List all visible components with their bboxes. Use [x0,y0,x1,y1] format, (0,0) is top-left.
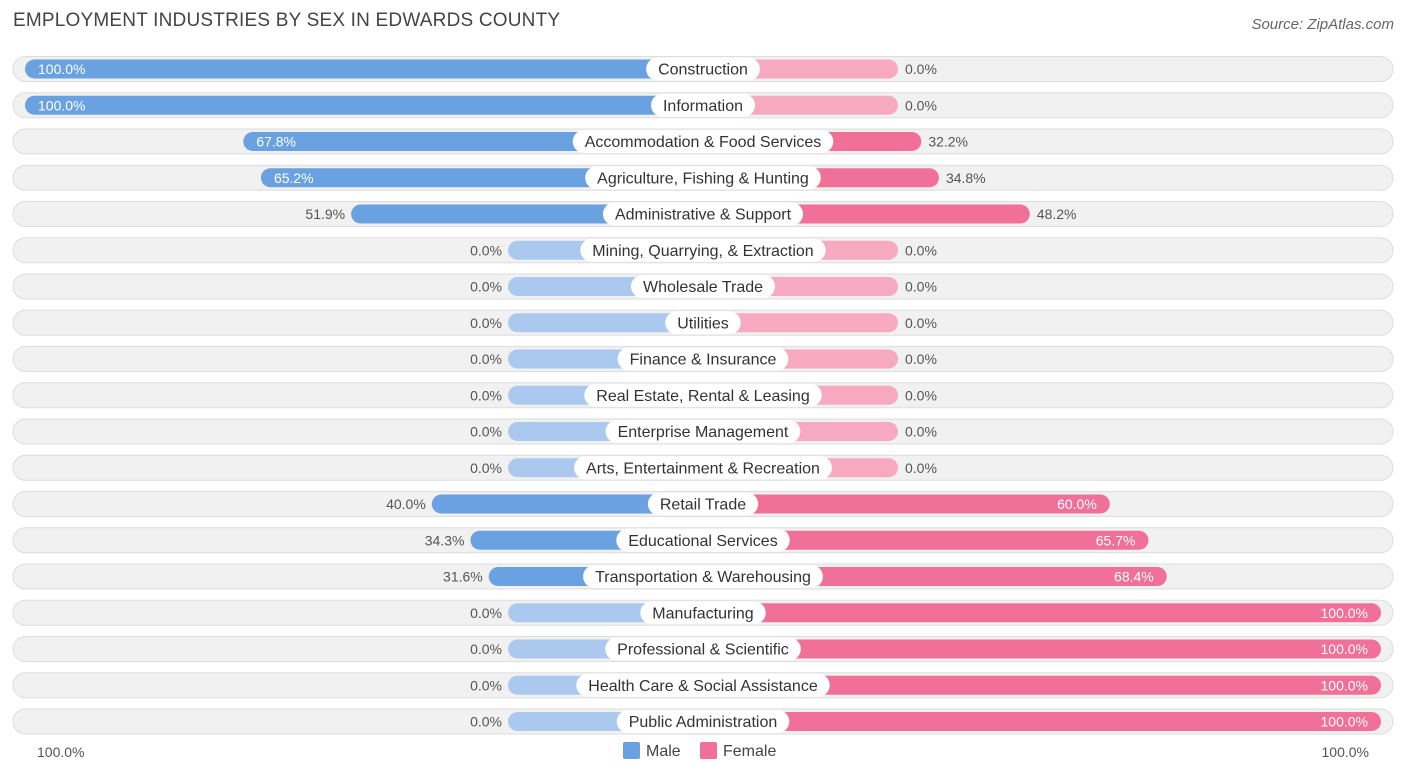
category-label-professional-scientific: Professional & Scientific [617,642,789,659]
value-male-professional-scientific: 0.0% [470,641,502,657]
diverging-bar-chart: 100.0% 0.0% Construction 100.0% 0.0% Informat… [12,56,1394,735]
category-label-arts-entertainment-recreation: Arts, Entertainment & Recreation [586,460,820,477]
category-label-administrative-support: Administrative & Support [615,207,792,224]
value-female-educational-services: 65.7% [1096,532,1136,548]
bar-female-professional-scientific[interactable] [703,639,1381,659]
value-male-wholesale-trade: 0.0% [470,279,502,295]
value-male-health-care-social-assistance: 0.0% [470,677,502,693]
legend-female-label: Female [723,743,777,760]
value-female-utilities: 0.0% [905,315,937,331]
category-label-wholesale-trade: Wholesale Trade [643,279,763,296]
value-female-enterprise-management: 0.0% [905,424,937,440]
value-female-transportation-warehousing: 68.4% [1114,569,1154,585]
value-female-administrative-support: 48.2% [1037,206,1077,222]
value-female-accommodation-food-services: 32.2% [928,134,968,150]
legend-male-label: Male [646,743,681,760]
category-pill-construction [646,57,760,81]
category-label-finance-insurance: Finance & Insurance [630,352,777,369]
value-male-construction: 100.0% [38,61,85,77]
legend-male[interactable]: Male [623,742,681,761]
chart-title: EMPLOYMENT INDUSTRIES BY SEX IN EDWARDS … [13,10,561,31]
category-label-health-care-social-assistance: Health Care & Social Assistance [588,678,818,695]
bar-female-public-administration[interactable] [703,712,1381,731]
category-label-agriculture-fishing-hunting: Agriculture, Fishing & Hunting [597,170,809,187]
category-pill-information [650,93,756,117]
value-female-public-administration: 100.0% [1321,714,1368,730]
category-pill-retail-trade [647,492,759,516]
category-pill-health-care-social-assistance [576,673,830,697]
category-label-accommodation-food-services: Accommodation & Food Services [585,134,822,151]
bar-male-construction[interactable] [25,59,703,79]
category-pill-arts-entertainment-recreation [574,456,832,480]
category-pill-finance-insurance [617,347,789,371]
category-label-transportation-warehousing: Transportation & Warehousing [595,569,811,586]
value-male-finance-insurance: 0.0% [470,351,502,367]
value-male-mining-quarrying-extraction: 0.0% [470,242,502,258]
bar-male-retail-trade[interactable] [431,494,703,514]
category-pill-wholesale-trade [630,275,776,298]
bar-female-retail-trade[interactable] [703,494,1110,514]
legend-female[interactable]: Female [700,742,776,761]
value-male-enterprise-management: 0.0% [470,424,502,440]
value-male-administrative-support: 51.9% [305,206,345,222]
category-pill-real-estate-rental-leasing [584,383,822,407]
value-female-professional-scientific: 100.0% [1321,641,1368,657]
category-pill-mining-quarrying-extraction [580,238,826,262]
category-pill-transportation-warehousing [583,565,823,588]
value-male-arts-entertainment-recreation: 0.0% [470,460,502,476]
bar-female-utilities[interactable] [703,313,898,333]
category-label-real-estate-rental-leasing: Real Estate, Rental & Leasing [596,388,809,405]
axis-right-label: 100.0% [1321,744,1369,760]
value-male-retail-trade: 40.0% [386,496,426,512]
value-male-accommodation-food-services: 67.8% [256,134,296,150]
bar-female-health-care-social-assistance[interactable] [703,675,1381,695]
category-label-utilities: Utilities [677,315,729,332]
value-male-utilities: 0.0% [470,315,502,331]
category-pill-public-administration [616,710,790,733]
category-pill-manufacturing [640,601,766,625]
legend-male-swatch [623,742,640,759]
value-female-construction: 0.0% [905,61,937,77]
bar-male-information[interactable] [25,95,703,115]
value-male-transportation-warehousing: 31.6% [443,569,483,585]
category-pill-educational-services [616,528,790,552]
axis-left-label: 100.0% [37,744,85,760]
category-label-construction: Construction [658,62,748,79]
category-label-retail-trade: Retail Trade [660,497,746,514]
value-female-health-care-social-assistance: 100.0% [1321,677,1368,693]
source-credit: Source: ZipAtlas.com [1251,16,1394,33]
category-pill-administrative-support [602,202,804,226]
category-pill-agriculture-fishing-hunting [585,166,821,190]
value-female-agriculture-fishing-hunting: 34.8% [946,170,986,186]
category-pill-utilities [665,311,741,335]
value-male-manufacturing: 0.0% [470,605,502,621]
bar-male-utilities[interactable] [508,313,703,333]
category-pill-professional-scientific [605,637,801,661]
category-label-educational-services: Educational Services [628,533,777,550]
value-female-arts-entertainment-recreation: 0.0% [905,460,937,476]
value-female-manufacturing: 100.0% [1321,605,1368,621]
value-female-wholesale-trade: 0.0% [905,279,937,295]
category-label-manufacturing: Manufacturing [652,605,753,622]
bar-female-educational-services[interactable] [703,530,1149,550]
value-female-finance-insurance: 0.0% [905,351,937,367]
value-male-real-estate-rental-leasing: 0.0% [470,387,502,403]
value-male-information: 100.0% [38,97,85,113]
value-female-information: 0.0% [905,97,937,113]
category-label-information: Information [663,98,743,115]
legend-female-swatch [700,742,717,759]
value-male-public-administration: 0.0% [470,714,502,730]
value-female-real-estate-rental-leasing: 0.0% [905,387,937,403]
category-label-public-administration: Public Administration [629,714,778,731]
category-label-mining-quarrying-extraction: Mining, Quarrying, & Extraction [592,243,813,260]
value-male-educational-services: 34.3% [425,532,465,548]
category-pill-accommodation-food-services [572,130,834,153]
value-female-retail-trade: 60.0% [1057,496,1097,512]
category-label-enterprise-management: Enterprise Management [618,424,789,441]
value-female-mining-quarrying-extraction: 0.0% [905,242,937,258]
bar-female-manufacturing[interactable] [703,603,1381,623]
value-male-agriculture-fishing-hunting: 65.2% [274,170,314,186]
category-pill-enterprise-management [605,420,801,443]
